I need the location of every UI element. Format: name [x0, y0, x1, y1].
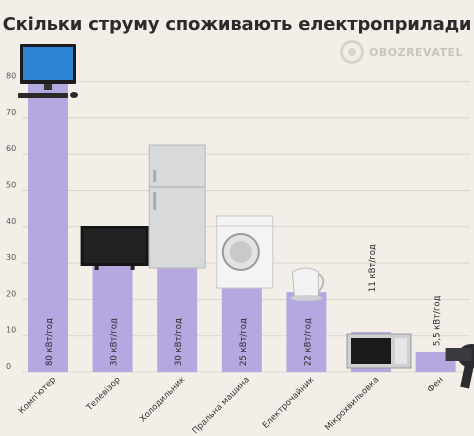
computer-icon	[18, 44, 78, 98]
data-label: 30 кВт/год	[174, 318, 184, 366]
bar	[286, 292, 327, 372]
kettle-icon	[290, 267, 325, 301]
y-tick-label: 20	[6, 289, 16, 298]
category-label: Холодильник	[138, 375, 187, 424]
brand-logo: OBOZREVATEL	[340, 40, 463, 64]
category-label: Телевізор	[84, 375, 123, 414]
y-tick-label: 70	[6, 108, 16, 117]
bar	[92, 263, 133, 372]
fridge-icon	[148, 144, 206, 269]
y-tick-label: 50	[6, 181, 16, 190]
y-tick-label: 60	[6, 144, 16, 153]
tv-icon	[80, 226, 149, 270]
chart-title: Скільки струму споживають електроприлади	[2, 14, 472, 35]
category-label: Пральна машина	[191, 375, 252, 436]
bar	[221, 281, 262, 372]
hair-dryer-icon	[445, 344, 474, 389]
data-label: 30 кВт/год	[110, 318, 120, 366]
data-label: 22 кВт/год	[303, 318, 313, 366]
y-tick-label: 0	[6, 362, 11, 371]
category-label: Мікрохвильовка	[323, 375, 381, 433]
logo-icon	[340, 40, 364, 64]
y-tick-label: 30	[6, 253, 16, 262]
category-label: Електрочайник	[261, 375, 317, 431]
logo-text: OBOZREVATEL	[369, 45, 463, 59]
data-label: 80 кВт/год	[45, 318, 55, 366]
y-tick-label: 10	[6, 326, 16, 335]
category-label: Фен	[426, 375, 446, 395]
microwave-icon	[346, 333, 412, 369]
y-tick-label: 80	[6, 72, 16, 81]
bar	[157, 263, 198, 372]
y-tick-label: 40	[6, 217, 16, 226]
data-label: 11 кВт/год	[368, 244, 378, 292]
data-label: 5,5 кВт/год	[433, 295, 443, 346]
bar	[28, 81, 68, 372]
data-label: 25 кВт/год	[239, 318, 249, 366]
category-label: Комп'ютер	[17, 375, 58, 416]
washing-machine-icon	[216, 215, 274, 289]
